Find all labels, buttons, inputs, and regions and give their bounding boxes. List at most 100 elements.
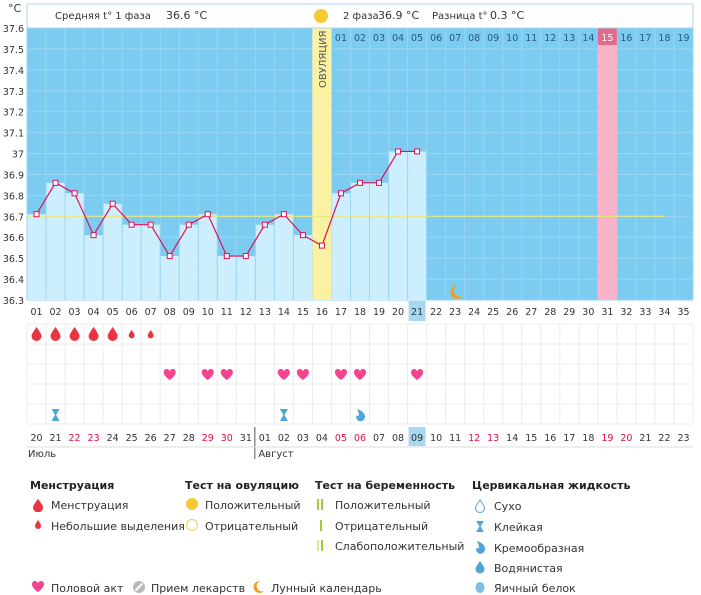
y-tick-label: 36.7: [3, 212, 24, 223]
y-tick-label: 36.9: [3, 170, 24, 181]
dpo-label: 17: [639, 33, 651, 44]
cycle-day-label: 33: [639, 307, 651, 318]
calendar-date: 26: [145, 433, 157, 444]
cycle-day-label: 29: [563, 307, 575, 318]
cycle-day-label: 28: [544, 307, 556, 318]
temperature-point: [71, 190, 78, 197]
temperature-point: [52, 179, 59, 186]
legend-menstruation-item: Менструация: [51, 499, 129, 512]
y-tick-label: 37.3: [3, 87, 24, 98]
legend-cervical-title: Цервикальная жидкость: [472, 479, 631, 492]
temperature-point: [33, 211, 40, 218]
cycle-day-label: 12: [240, 307, 252, 318]
calendar-date: 20: [620, 433, 632, 444]
calendar-date: 05: [335, 433, 347, 444]
dpo-label: 07: [449, 33, 461, 44]
phase2-label: 2 фаза: [343, 11, 379, 22]
spotting-drop-icon: [35, 520, 41, 529]
cycle-day-label: 19: [373, 307, 385, 318]
temperature-point: [299, 232, 306, 239]
phase1-label: Средняя t° 1 фаза: [55, 11, 151, 22]
heart-icon: [296, 368, 309, 380]
calendar-date: 18: [582, 433, 594, 444]
calendar-date: 30: [221, 433, 233, 444]
menstruation-drop-icon: [33, 499, 43, 512]
watery-drop-icon: [475, 561, 485, 574]
temperature-point: [185, 221, 192, 228]
sticky-icon: [476, 521, 484, 532]
calendar-date: 21: [49, 433, 61, 444]
phase1-value: 36.6 °C: [166, 9, 207, 22]
calendar-date: 09: [411, 433, 423, 444]
dpo-label: 18: [658, 33, 670, 44]
y-tick-label: 37.4: [3, 66, 24, 77]
dpo-label: 09: [487, 33, 499, 44]
legend-intercourse: Половой акт: [51, 582, 124, 595]
calendar-date: 08: [392, 433, 404, 444]
dpo-label: 16: [620, 33, 632, 44]
calendar-date: 15: [525, 433, 537, 444]
legend-pregnancy-positive: Положительный: [335, 499, 431, 512]
dpo-label: 03: [373, 33, 385, 44]
ovulation-sun-icon: [314, 9, 328, 23]
cycle-day-label: 01: [30, 307, 42, 318]
temperature-cell: [65, 193, 84, 300]
pill-icon: [133, 581, 145, 593]
calendar-date: 10: [430, 433, 442, 444]
calendar-date: 02: [278, 433, 290, 444]
sticky-icon: [51, 409, 60, 421]
heart-icon: [277, 368, 290, 380]
temperature-cell: [255, 224, 274, 300]
legend-medication: Прием лекарств: [151, 582, 246, 595]
cycle-day-label: 07: [145, 307, 157, 318]
calendar-date: 07: [373, 433, 385, 444]
cycle-day-label: 08: [164, 307, 176, 318]
temperature-cell: [350, 182, 370, 300]
cycle-day-label: 34: [658, 307, 670, 318]
cycle-day-label: 11: [221, 307, 233, 318]
y-tick-label: 37: [12, 150, 24, 161]
moon-icon: [450, 285, 464, 299]
dpo-label: 01: [335, 33, 347, 44]
legend-sticky: Клейкая: [494, 521, 543, 534]
moon-icon: [253, 580, 264, 593]
cycle-day-label: 17: [335, 307, 347, 318]
cycle-day-label: 02: [49, 307, 61, 318]
calendar-date: 04: [316, 433, 328, 444]
legend-pregnancy-test-title: Тест на беременность: [315, 479, 456, 492]
temperature-point: [376, 179, 383, 186]
temperature-point: [337, 190, 344, 197]
temperature-cell: [198, 214, 217, 300]
temperature-point: [166, 253, 173, 260]
legend-ovulation-positive: Положительный: [205, 499, 301, 512]
calendar-date: 01: [259, 433, 271, 444]
temperature-cell: [141, 224, 160, 300]
temperature-point: [147, 221, 154, 228]
legend: Менструация Менструация Небольшие выделе…: [0, 470, 701, 595]
legend-pregnancy-faint: Слабоположительный: [335, 540, 465, 553]
calendar-date: 22: [69, 433, 81, 444]
spotting-drop-icon: [128, 330, 135, 339]
cycle-day-label: 21: [411, 307, 423, 318]
pregnancy-faint-icon: [317, 540, 323, 551]
menstruation-drop-icon: [31, 327, 42, 342]
heart-icon: [31, 580, 45, 592]
legend-menstruation-title: Менструация: [30, 479, 115, 492]
dry-drop-icon: [474, 499, 486, 513]
temperature-cell: [331, 193, 350, 300]
y-tick-label: 36.3: [3, 296, 24, 307]
egg-white-icon: [475, 582, 485, 593]
calendar-date: 17: [563, 433, 575, 444]
temperature-cell: [274, 214, 293, 300]
heart-icon: [353, 368, 367, 380]
legend-watery: Водянистая: [494, 562, 563, 575]
y-tick-label: 36.6: [3, 233, 24, 244]
temperature-point: [318, 242, 325, 249]
y-tick-label: 37.5: [3, 45, 24, 56]
current-date-highlight: [408, 427, 426, 446]
calendar-date: 06: [354, 433, 366, 444]
heart-icon: [334, 368, 348, 380]
dpo-label: 02: [354, 33, 366, 44]
legend-ovulation-negative: Отрицательный: [205, 520, 299, 533]
y-tick-label: 37.6: [3, 24, 24, 35]
